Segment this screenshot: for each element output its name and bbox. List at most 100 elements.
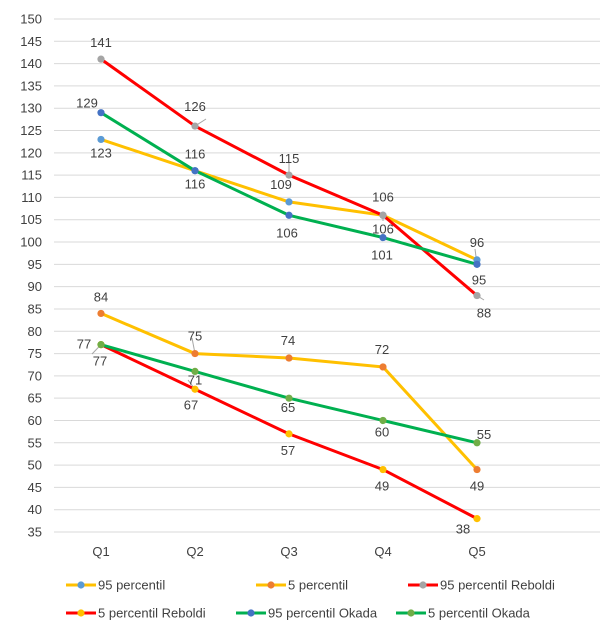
y-axis-ticks: 35 40 45 50 55 60 65 70 75 80 85 90 95 100 105 110 115 12… [20,12,42,540]
data-point [285,430,293,438]
x-tick-label: Q4 [374,544,391,559]
data-point [191,385,199,393]
data-point [97,309,105,318]
data-label: 96 [470,235,484,250]
data-label: 77 [77,337,91,352]
legend-item: 5 percentil Okada [396,606,531,621]
data-label: 71 [188,372,202,387]
data-label: 106 [372,221,394,236]
data-label: 77 [93,354,107,369]
data-point [473,260,481,268]
legend-marker-swatch [247,609,255,617]
legend-label: 95 percentil Reboldi [440,578,555,593]
legend-marker-swatch [77,581,85,589]
y-tick-label: 35 [28,525,42,540]
x-axis-ticks: Q1 Q2 Q3 Q4 Q5 [92,544,485,559]
legend-item: 5 percentil [256,578,348,593]
data-label: 141 [90,35,112,50]
data-label: 60 [375,424,389,439]
legend-marker-swatch [267,581,275,589]
y-tick-label: 85 [28,301,42,316]
data-label: 74 [281,333,295,348]
data-point [97,341,105,349]
data-point [285,211,293,219]
y-tick-label: 95 [28,257,42,272]
data-point [97,135,105,144]
y-tick-label: 130 [20,101,42,116]
data-label: 109 [270,177,292,192]
legend-label: 95 percentil [98,578,165,593]
data-label: 49 [375,479,389,494]
legend-label: 95 percentil Okada [268,606,378,621]
data-label: 65 [281,400,295,415]
legend-marker-swatch [77,609,85,617]
y-tick-label: 60 [28,413,42,428]
data-point [473,291,481,300]
data-label: 126 [184,99,206,114]
data-label: 57 [281,443,295,458]
data-point [379,363,387,371]
data-label: 115 [279,151,300,166]
data-labels: 123 116 109 106 96 84 75 74 72 49 141 126 115 106 88 77… [76,35,491,536]
y-tick-label: 50 [28,458,42,473]
data-point [285,394,293,402]
y-tick-label: 105 [20,212,42,227]
data-point [285,354,293,362]
data-label: 84 [94,289,108,304]
y-tick-label: 110 [21,190,42,205]
data-label: 116 [185,147,206,162]
legend-marker-swatch [419,581,427,589]
legend-item: 95 percentil Okada [236,606,378,621]
data-point [473,439,481,447]
data-label: 75 [188,329,202,344]
data-label: 67 [184,397,198,412]
y-tick-label: 80 [28,324,42,339]
data-point [191,349,199,358]
data-point [473,515,481,523]
x-tick-label: Q5 [468,544,485,559]
x-tick-label: Q2 [186,544,203,559]
legend-item: 95 percentil Reboldi [408,578,555,593]
data-point [379,233,387,242]
data-label: 38 [456,522,470,537]
y-tick-label: 45 [28,480,42,495]
data-label: 55 [477,427,491,442]
y-tick-label: 125 [20,123,42,138]
data-point [97,109,105,117]
legend-label: 5 percentil [288,578,348,593]
y-tick-label: 55 [28,435,42,450]
data-point [379,416,387,425]
data-point [191,367,199,376]
y-tick-label: 150 [20,12,42,27]
data-label: 88 [477,306,491,321]
y-tick-label: 100 [20,235,42,250]
legend-item: 5 percentil Reboldi [66,606,206,621]
y-tick-label: 140 [20,56,42,71]
data-label: 129 [76,96,98,111]
x-tick-label: Q1 [92,544,109,559]
data-point [379,465,387,474]
y-tick-label: 40 [28,502,42,517]
data-point [379,211,387,219]
series-markers [97,55,481,523]
legend-item: 95 percentil [66,578,165,593]
legend-label: 5 percentil Okada [428,606,531,621]
data-label: 106 [372,189,394,204]
legend-marker-swatch [407,609,415,617]
gridlines [54,18,600,533]
legend: 95 percentil 5 percentil 95 percentil Rebo… [66,578,555,621]
y-tick-label: 135 [20,78,42,93]
data-point [191,122,199,130]
y-tick-label: 145 [20,34,42,49]
y-tick-label: 115 [21,168,42,183]
y-tick-label: 90 [28,279,42,294]
data-label: 101 [371,248,393,263]
x-tick-label: Q3 [280,544,297,559]
data-point [285,198,293,206]
data-point [97,55,105,63]
data-label: 116 [185,177,206,192]
legend-label: 5 percentil Reboldi [98,606,206,621]
y-tick-label: 120 [20,145,42,160]
data-label: 95 [472,272,486,287]
